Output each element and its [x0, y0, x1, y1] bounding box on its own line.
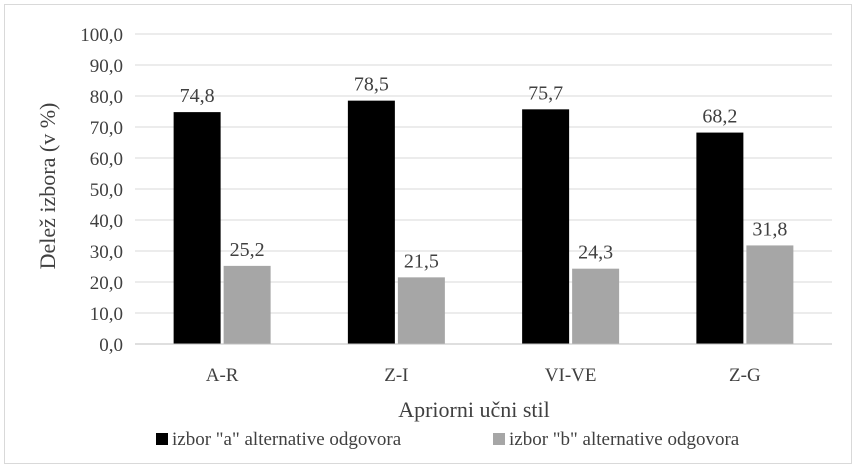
data-label: 74,8: [180, 85, 215, 107]
y-tick-label: 80,0: [90, 87, 123, 108]
x-tick-label: VI-VE: [545, 365, 597, 386]
bar-b-Z-G: [746, 245, 794, 344]
data-label: 68,2: [702, 106, 737, 128]
x-axis-title: Apriorni učni stil: [398, 397, 550, 422]
x-tick-label: A-R: [206, 365, 239, 386]
x-tick-label: Z-G: [729, 365, 761, 386]
data-label: 21,5: [404, 250, 439, 272]
y-axis-title: Delež izbora (v %): [35, 103, 60, 270]
x-tick-labels: A-R Z-I VI-VE Z-G: [206, 365, 761, 386]
data-label: 24,3: [578, 242, 613, 264]
y-tick-label: 70,0: [90, 118, 123, 139]
bar-b-VI-VE: [572, 268, 620, 344]
y-tick-label: 60,0: [90, 149, 123, 170]
data-label: 78,5: [354, 74, 389, 96]
y-tick-labels: 0,0 10,0 20,0 30,0 40,0 50,0 60,0 70,0 80,0 90,0 1…: [80, 25, 123, 356]
bar-a-VI-VE: [522, 109, 570, 344]
legend: izbor "a" alternative odgovora izbor "b"…: [156, 429, 740, 450]
x-tick-label: Z-I: [384, 365, 408, 386]
y-tick-label: 100,0: [80, 25, 123, 46]
bar-b-Z-I: [397, 277, 445, 344]
y-tick-label: 20,0: [90, 273, 123, 294]
legend-label-b: izbor "b" alternative odgovora: [509, 429, 740, 450]
data-label: 25,2: [230, 239, 265, 261]
legend-swatch-b: [493, 433, 505, 445]
bars: [173, 100, 794, 345]
y-tick-label: 10,0: [90, 304, 123, 325]
y-tick-label: 30,0: [90, 242, 123, 263]
data-label: 31,8: [752, 218, 787, 240]
y-tick-label: 0,0: [99, 335, 123, 356]
bar-a-Z-G: [696, 132, 744, 344]
data-labels: 74,8 25,2 78,5 21,5 75,7 24,3 68,2 31,8: [180, 74, 788, 273]
bar-b-A-R: [223, 265, 271, 344]
y-tick-label: 40,0: [90, 211, 123, 232]
bar-a-Z-I: [347, 100, 395, 345]
legend-label-a: izbor "a" alternative odgovora: [172, 429, 402, 450]
y-tick-label: 50,0: [90, 180, 123, 201]
y-tick-label: 90,0: [90, 56, 123, 77]
data-label: 75,7: [528, 82, 563, 104]
bar-a-A-R: [173, 112, 221, 345]
legend-swatch-a: [156, 433, 168, 445]
